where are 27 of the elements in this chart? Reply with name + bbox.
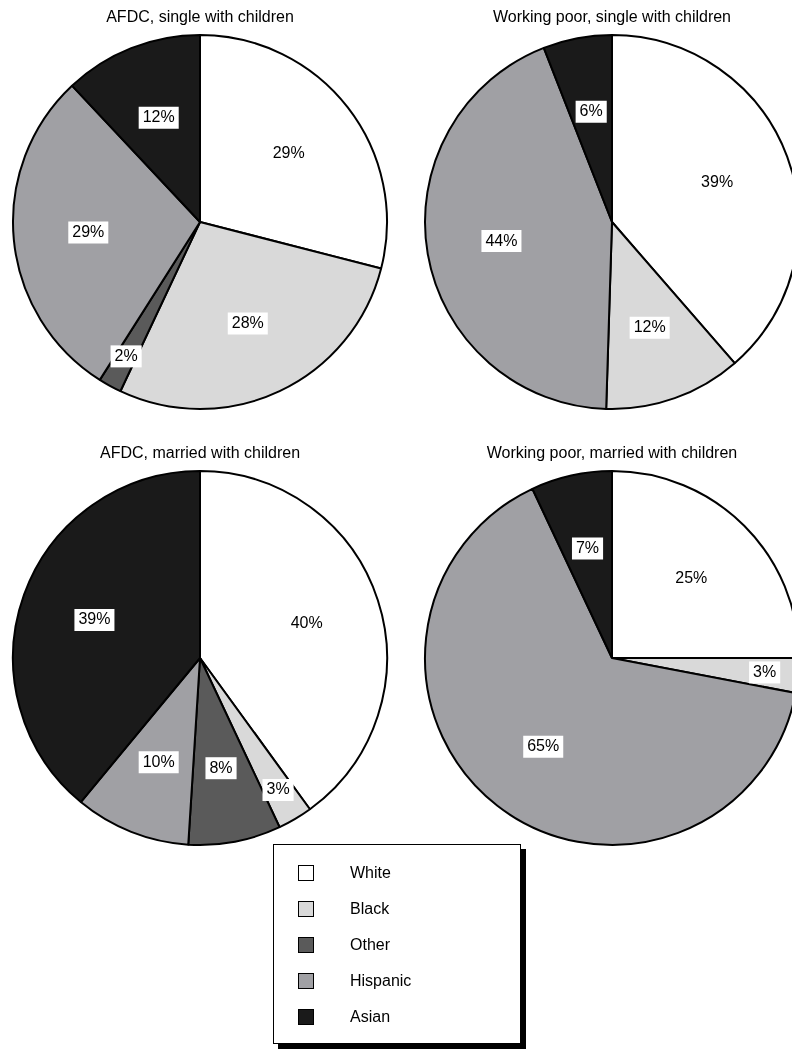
data-label: 3% [753, 662, 777, 680]
legend-label: White [350, 864, 391, 882]
data-label: 28% [231, 313, 264, 331]
data-label: 40% [290, 613, 323, 631]
data-label: 12% [142, 108, 175, 126]
data-label: 44% [485, 231, 518, 249]
legend-label: Black [350, 900, 390, 918]
chart-title: AFDC, single with children [105, 8, 295, 27]
data-label: 12% [633, 318, 666, 336]
data-label: 6% [579, 102, 603, 120]
legend-label: Asian [350, 1008, 391, 1026]
data-label: 10% [142, 752, 175, 770]
data-label: 29% [72, 222, 105, 240]
data-label: 25% [675, 569, 708, 587]
data-label: 2% [114, 346, 138, 364]
data-label: 39% [701, 173, 734, 191]
chart-title: Working poor, single with children [491, 8, 732, 27]
chart-title: AFDC, married with children [98, 444, 302, 463]
data-label: 3% [266, 780, 290, 798]
data-label: 8% [209, 758, 233, 776]
data-label: 65% [527, 737, 560, 755]
chart-title: Working poor, married with children [485, 444, 739, 463]
data-label: 39% [78, 610, 111, 628]
data-label: 7% [575, 538, 600, 556]
data-label: 29% [272, 143, 305, 161]
legend-label: Other [350, 936, 391, 954]
legend-label: Hispanic [350, 972, 412, 990]
